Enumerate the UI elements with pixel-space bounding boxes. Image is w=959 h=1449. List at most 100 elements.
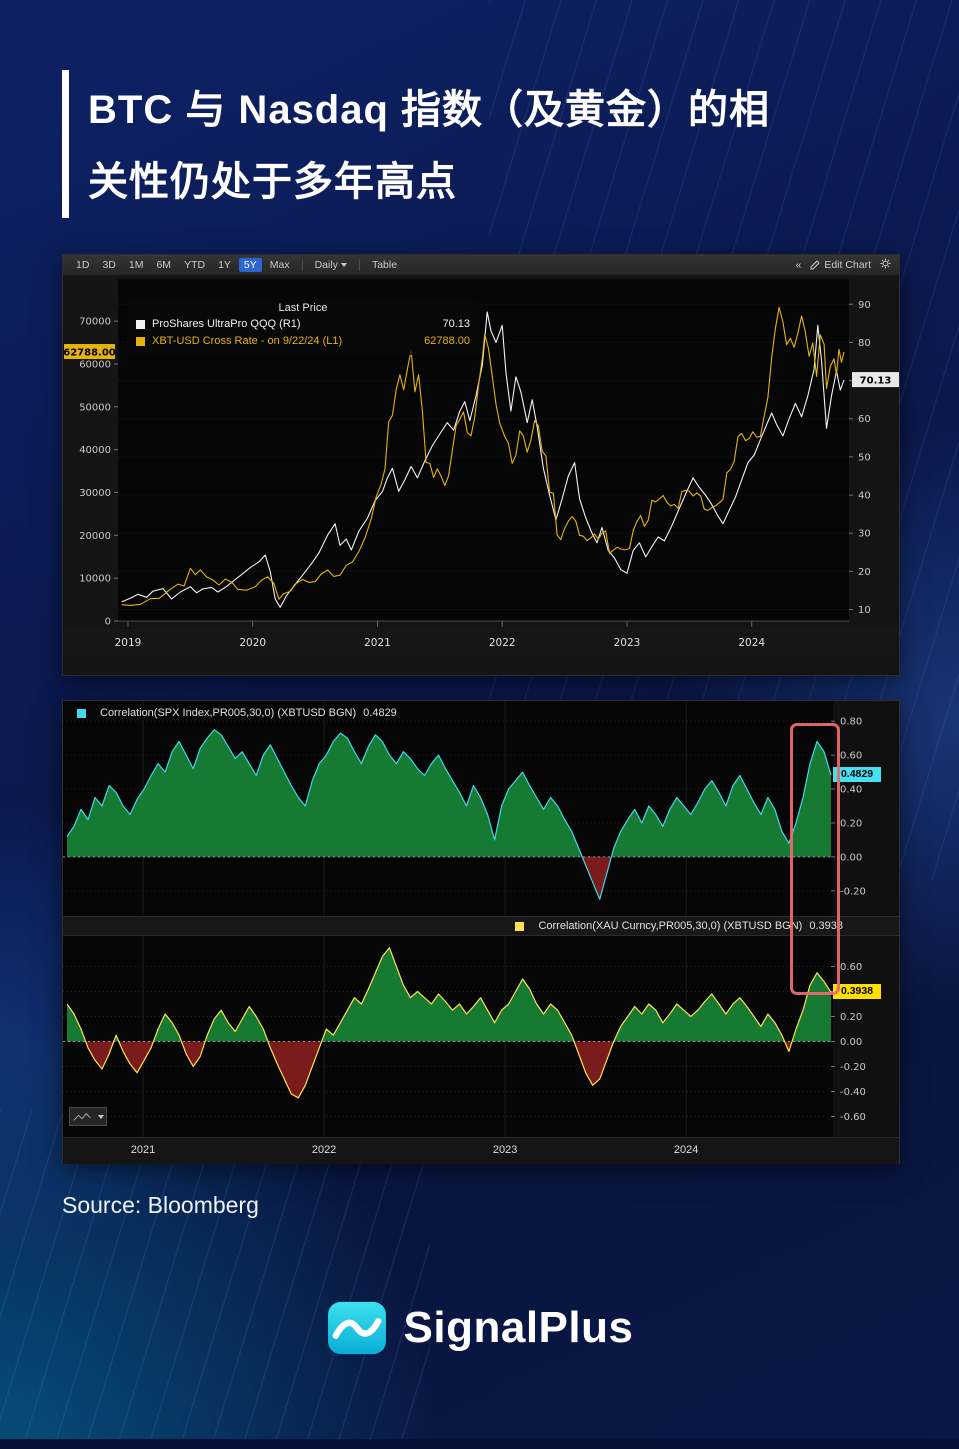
svg-text:2019: 2019 bbox=[115, 637, 142, 649]
svg-text:0.20: 0.20 bbox=[840, 1012, 862, 1023]
svg-text:0.20: 0.20 bbox=[840, 818, 862, 829]
pencil-icon bbox=[810, 260, 821, 270]
legend-row-tqqq: ProShares UltraPro QQQ (R1) 70.13 bbox=[136, 316, 470, 333]
svg-text:-0.60: -0.60 bbox=[840, 1112, 866, 1123]
svg-text:0.60: 0.60 bbox=[840, 962, 862, 973]
svg-text:0.00: 0.00 bbox=[840, 1037, 862, 1048]
svg-text:0.40: 0.40 bbox=[840, 785, 862, 796]
svg-text:10: 10 bbox=[858, 605, 871, 616]
page-title: BTC 与 Nasdaq 指数（及黄金）的相 关性仍处于多年高点 bbox=[88, 74, 888, 218]
svg-text:20: 20 bbox=[858, 567, 871, 578]
highlight-box bbox=[790, 723, 840, 995]
legend-text: Correlation(SPX Index,PR005,30,0) (XBTUS… bbox=[100, 707, 357, 719]
svg-text:50000: 50000 bbox=[79, 402, 111, 413]
svg-text:70000: 70000 bbox=[79, 317, 111, 328]
svg-text:-0.20: -0.20 bbox=[840, 886, 866, 897]
page-title-line-1: BTC 与 Nasdaq 指数（及黄金）的相 bbox=[88, 88, 771, 132]
svg-text:0.00: 0.00 bbox=[840, 852, 862, 863]
svg-text:80: 80 bbox=[858, 338, 871, 349]
svg-text:90: 90 bbox=[858, 300, 871, 311]
svg-text:30: 30 bbox=[858, 529, 871, 540]
collapse-chevrons-icon[interactable]: « bbox=[795, 259, 802, 271]
brand-name: SignalPlus bbox=[403, 1303, 634, 1352]
price-chart-plot[interactable]: 1020304050607080900100002000030000400005… bbox=[63, 275, 899, 675]
x-axis-year-label: 2021 bbox=[130, 1144, 156, 1156]
svg-text:2024: 2024 bbox=[738, 637, 765, 649]
toolbar-separator bbox=[358, 259, 360, 271]
brand-row: SignalPlus bbox=[0, 1300, 959, 1356]
xau-correlation-badge: 0.3938 bbox=[833, 984, 881, 1000]
correlation-x-axis: 2021 2022 2023 2024 bbox=[63, 1137, 899, 1164]
legend-value: 0.4829 bbox=[363, 707, 397, 719]
x-axis-year-label: 2023 bbox=[492, 1144, 518, 1156]
svg-text:20000: 20000 bbox=[79, 531, 111, 542]
svg-text:30000: 30000 bbox=[79, 488, 111, 499]
range-button-ytd[interactable]: YTD bbox=[184, 259, 206, 271]
correlation-panel: 0.80 0.60 0.40 0.20 0.00 -0.20 Correlation(SP… bbox=[62, 700, 900, 1164]
svg-text:10000: 10000 bbox=[79, 574, 111, 585]
range-button-5y[interactable]: 5Y bbox=[238, 258, 262, 272]
table-button[interactable]: Table bbox=[371, 259, 398, 271]
series-swatch-yellow bbox=[515, 921, 525, 931]
edit-chart-button[interactable]: Edit Chart bbox=[810, 259, 871, 271]
svg-text:60: 60 bbox=[858, 414, 871, 425]
spx-correlation-badge: 0.4829 bbox=[833, 766, 881, 782]
range-button-max[interactable]: Max bbox=[269, 259, 290, 271]
svg-text:50: 50 bbox=[858, 452, 871, 463]
range-button-1m[interactable]: 1M bbox=[128, 259, 144, 271]
svg-text:2022: 2022 bbox=[489, 637, 516, 649]
svg-text:40000: 40000 bbox=[79, 445, 111, 456]
svg-text:62788.00: 62788.00 bbox=[63, 348, 116, 359]
series-name: XBT-USD Cross Rate - on 9/22/24 (L1) bbox=[152, 335, 343, 347]
svg-text:70.13: 70.13 bbox=[860, 376, 892, 387]
svg-text:0: 0 bbox=[105, 617, 111, 628]
range-button-1y[interactable]: 1Y bbox=[218, 259, 231, 271]
chevron-down-icon bbox=[98, 1114, 104, 1119]
range-button-6m[interactable]: 6M bbox=[156, 259, 172, 271]
legend-title: Last Price bbox=[278, 302, 328, 314]
svg-text:2021: 2021 bbox=[364, 637, 391, 649]
svg-text:60000: 60000 bbox=[79, 359, 111, 370]
svg-text:40: 40 bbox=[858, 491, 871, 502]
legend-row-xbt: XBT-USD Cross Rate - on 9/22/24 (L1) 627… bbox=[136, 333, 470, 350]
xau-correlation-legend: Correlation(XAU Curncy,PR005,30,0) (XBTU… bbox=[63, 916, 899, 936]
price-chart-panel: 1D 3D 1M 6M YTD 1Y 5Y Max Daily Table « … bbox=[62, 254, 900, 676]
toolbar-right-group: « Edit Chart bbox=[795, 258, 891, 272]
series-swatch-cyan bbox=[77, 708, 86, 718]
x-axis-year-label: 2024 bbox=[673, 1144, 699, 1156]
frequency-dropdown[interactable]: Daily bbox=[310, 258, 352, 272]
series-name: ProShares UltraPro QQQ (R1) bbox=[152, 318, 301, 330]
spx-correlation-legend: Correlation(SPX Index,PR005,30,0) (XBTUS… bbox=[71, 706, 403, 720]
price-chart-legend: Last Price ProShares UltraPro QQQ (R1) 7… bbox=[127, 299, 479, 355]
edit-chart-label: Edit Chart bbox=[824, 259, 871, 271]
svg-text:2023: 2023 bbox=[614, 637, 641, 649]
chart-toolbar: 1D 3D 1M 6M YTD 1Y 5Y Max Daily Table « … bbox=[63, 255, 899, 275]
series-swatch-gold bbox=[136, 337, 145, 346]
mini-chart-tool-button[interactable] bbox=[69, 1107, 107, 1126]
range-button-3d[interactable]: 3D bbox=[102, 259, 116, 271]
svg-text:0.80: 0.80 bbox=[840, 717, 862, 728]
page-title-line-2: 关性仍处于多年高点 bbox=[88, 160, 457, 204]
line-chart-icon bbox=[73, 1112, 91, 1121]
legend-text: Correlation(XAU Curncy,PR005,30,0) (XBTU… bbox=[538, 920, 803, 932]
series-last-value: 70.13 bbox=[442, 318, 470, 330]
svg-text:-0.40: -0.40 bbox=[840, 1087, 866, 1098]
title-accent-bar bbox=[62, 70, 69, 218]
gear-icon[interactable] bbox=[880, 258, 891, 272]
series-last-value: 62788.00 bbox=[424, 335, 470, 347]
x-axis-year-label: 2022 bbox=[311, 1144, 337, 1156]
range-button-1d[interactable]: 1D bbox=[76, 259, 90, 271]
series-swatch-white bbox=[136, 320, 145, 329]
source-attribution: Source: Bloomberg bbox=[62, 1192, 259, 1218]
xau-correlation-plot[interactable]: 0.600.400.200.00-0.20-0.40-0.60 bbox=[63, 936, 899, 1137]
spx-correlation-plot[interactable]: 0.80 0.60 0.40 0.20 0.00 -0.20 bbox=[63, 701, 899, 916]
svg-text:-0.20: -0.20 bbox=[840, 1062, 866, 1073]
svg-text:2020: 2020 bbox=[239, 637, 266, 649]
toolbar-separator bbox=[301, 259, 303, 271]
chevron-down-icon bbox=[340, 263, 347, 268]
frequency-label: Daily bbox=[314, 259, 338, 271]
signalplus-logo bbox=[327, 1301, 386, 1355]
svg-text:0.60: 0.60 bbox=[840, 751, 862, 762]
legend-value: 0.3938 bbox=[809, 920, 843, 932]
